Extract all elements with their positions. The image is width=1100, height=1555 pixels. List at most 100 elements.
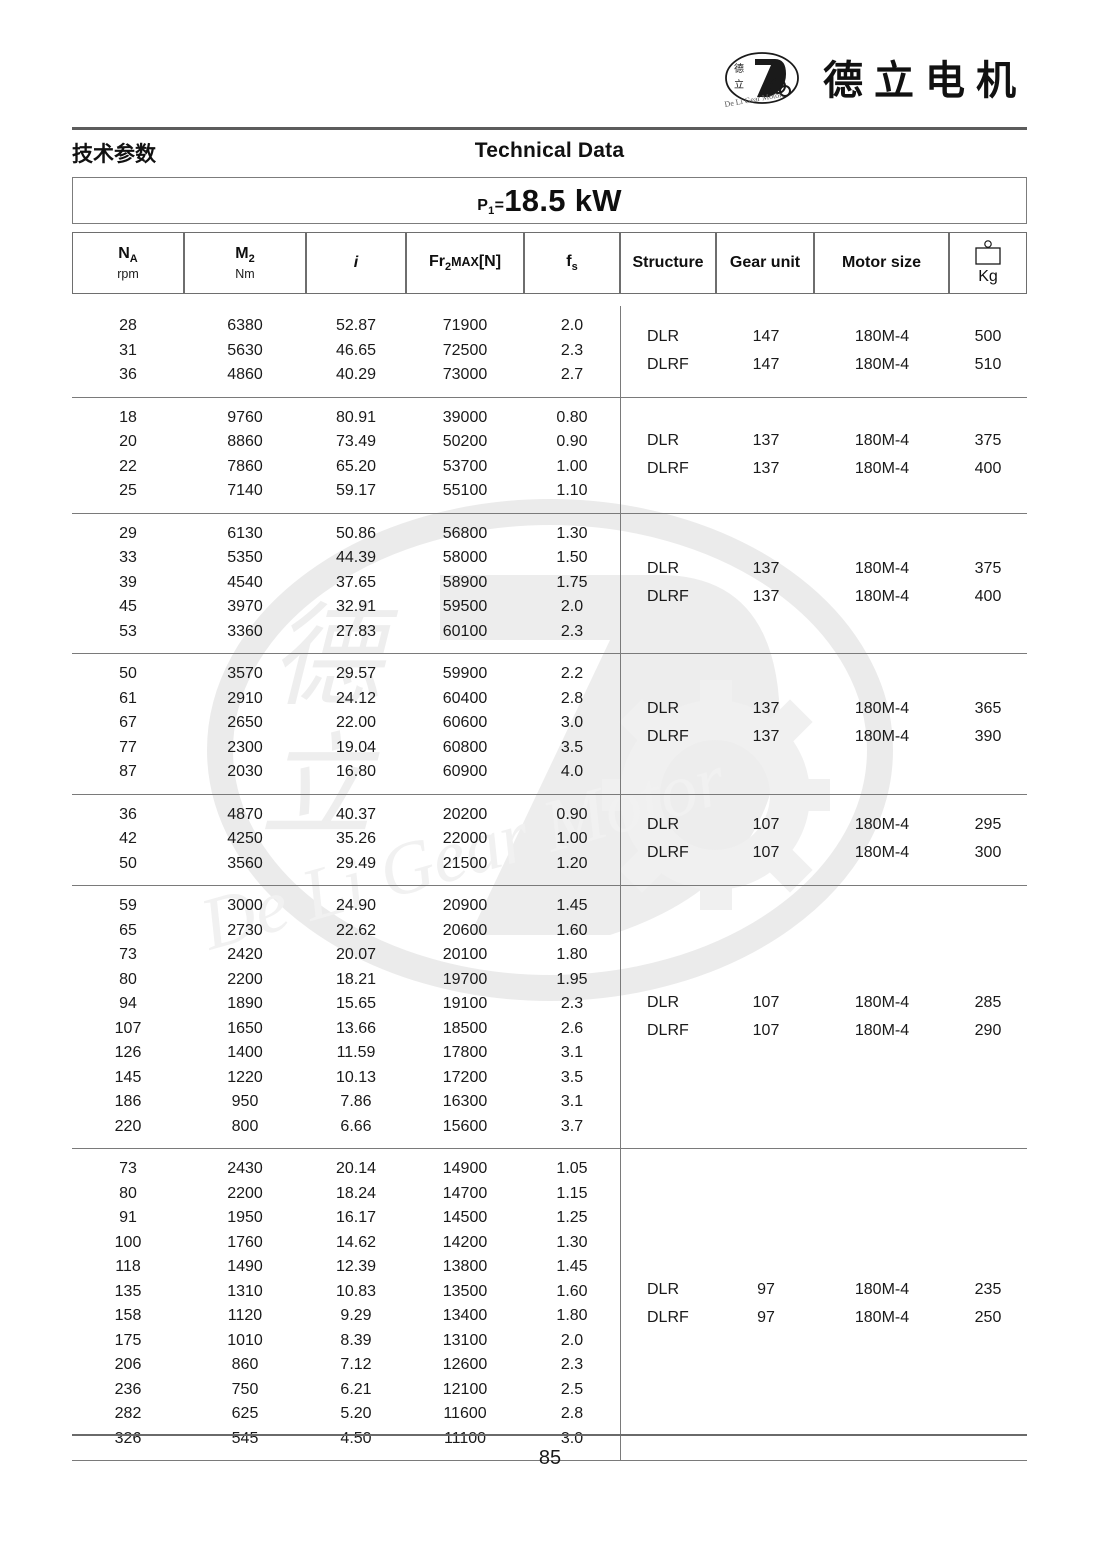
ratio-rows: 59 3000 24.90 20900 1.45 65 2730 22.62 20600 1.60… [72,886,620,1148]
cell-fr2max: 17800 [442,1044,488,1062]
cell-fs: 3.5 [560,738,584,756]
cell-motor-size: 180M-4 [854,1281,910,1298]
cell-i: 46.65 [335,341,377,359]
cell-fs: 1.05 [556,1160,588,1178]
table-group: 50 3570 29.57 59900 2.2 61 2910 24.12 60400 2.8 67… [72,654,1027,795]
cell-m2: 1890 [227,995,263,1013]
header-label-structure: Structure [632,254,704,271]
cell-fr2max: 59900 [442,665,488,683]
cell-weight: 400 [974,587,1002,605]
svg-text:德: 德 [734,62,744,75]
cell-m2: 3570 [227,665,263,683]
info-row: DLR 137 180M-4 375 [621,555,1027,583]
cell-structure: DLRF [647,844,689,862]
info-row: DLRF 107 180M-4 300 [621,839,1027,867]
logo-badge-icon: 德 立 De Li Gear Motor [724,52,799,109]
table-group-inner: 28 6380 52.87 71900 2.0 31 5630 46.65 72500 2.3 36… [72,306,1027,397]
cell-fr2max: 21500 [442,854,488,872]
unit-info-rows: DLR 137 180M-4 375 DLRF 137 180M-4 400 [620,513,1027,653]
cell-structure: DLR [647,1281,680,1298]
cell-fs: 0.90 [556,433,588,451]
table-row: 186 950 7.86 16300 3.1 [72,1090,620,1115]
table-body: 28 6380 52.87 71900 2.0 31 5630 46.65 72500 2.3 36… [72,306,1027,1461]
cell-fs: 1.75 [556,573,588,591]
cell-fs: 2.3 [560,1356,584,1374]
cell-na: 73 [119,1160,137,1178]
cell-m2: 3000 [227,897,263,915]
cell-m2: 950 [231,1093,259,1111]
table-row: 36 4870 40.37 20200 0.90 [72,803,620,828]
cell-fr2max: 58900 [442,573,488,591]
cell-fs: 2.7 [560,366,584,384]
cell-fs: 2.0 [560,598,584,616]
header-cell-fs: fs [524,232,620,294]
cell-na: 65 [119,921,137,939]
table-row: 29 6130 50.86 56800 1.30 [72,522,620,547]
cell-gear-unit: 137 [752,431,780,449]
cell-i: 20.14 [335,1160,377,1178]
cell-fs: 4.0 [560,763,584,781]
cell-na: 158 [114,1307,142,1325]
table-row: 42 4250 35.26 22000 1.00 [72,827,620,852]
info-row: DLRF 137 180M-4 400 [621,583,1027,611]
table-row: 22 7860 65.20 53700 1.00 [72,455,620,480]
table-row: 53 3360 27.83 60100 2.3 [72,620,620,645]
cell-m2: 860 [231,1356,259,1374]
cell-fs: 1.45 [556,897,588,915]
cell-na: 25 [119,482,137,500]
cell-fs: 1.15 [556,1184,588,1202]
cell-fr2max: 58000 [442,549,488,567]
cell-i: 16.17 [335,1209,377,1227]
cell-motor-size: 180M-4 [854,993,910,1011]
cell-fr2max: 53700 [442,457,488,475]
cell-i: 27.83 [335,622,377,640]
cell-na: 36 [119,366,137,384]
cell-gear-unit: 107 [752,844,780,862]
cell-fs: 1.80 [556,1307,588,1325]
cell-m2: 1120 [227,1307,263,1325]
unit-info-rows: DLR 107 180M-4 285 DLRF 107 180M-4 290 [620,886,1027,1148]
cell-fr2max: 20200 [442,805,488,823]
cell-m2: 1950 [227,1209,263,1227]
cell-gear-unit: 147 [752,355,780,373]
cell-weight: 290 [974,1021,1002,1039]
table-group: 36 4870 40.37 20200 0.90 42 4250 35.26 22000 1.00… [72,794,1027,886]
cell-structure: DLR [647,327,680,345]
cell-fr2max: 14900 [442,1160,488,1178]
cell-motor-size: 180M-4 [854,816,910,834]
cell-gear-unit: 107 [752,993,780,1011]
cell-fr2max: 60400 [442,689,488,707]
cell-m2: 1220 [227,1068,263,1086]
cell-gear-unit: 137 [752,700,780,718]
info-row: DLRF 147 180M-4 510 [621,351,1027,379]
cell-i: 22.00 [335,714,377,732]
cell-weight: 390 [974,728,1002,746]
ratio-rows: 50 3570 29.57 59900 2.2 61 2910 24.12 60400 2.8 67… [72,654,620,794]
footer-divider [72,1434,1027,1436]
cell-i: 18.24 [335,1184,377,1202]
info-row: DLR 147 180M-4 500 [621,323,1027,351]
cell-i: 15.65 [335,995,377,1013]
cell-m2: 4540 [227,573,263,591]
cell-gear-unit: 147 [752,327,780,345]
cell-na: 67 [119,714,137,732]
cell-fs: 2.3 [560,622,584,640]
cell-m2: 1010 [227,1331,263,1349]
cell-na: 107 [114,1019,142,1037]
cell-m2: 3970 [227,598,263,616]
cell-m2: 750 [231,1380,259,1398]
cell-i: 6.21 [340,1380,372,1398]
cell-m2: 2910 [227,689,263,707]
cell-na: 80 [119,1184,137,1202]
cell-structure: DLRF [647,355,689,373]
cell-fs: 0.90 [556,805,588,823]
cell-i: 7.12 [340,1356,372,1374]
cell-na: 20 [119,433,137,451]
cell-fr2max: 71900 [442,317,488,335]
cell-fr2max: 19700 [442,970,488,988]
table-row: 80 2200 18.24 14700 1.15 [72,1182,620,1207]
cell-motor-size: 180M-4 [854,1021,910,1039]
cell-fs: 0.80 [556,408,588,426]
table-row: 118 1490 12.39 13800 1.45 [72,1255,620,1280]
info-row: DLRF 137 180M-4 400 [621,455,1027,483]
